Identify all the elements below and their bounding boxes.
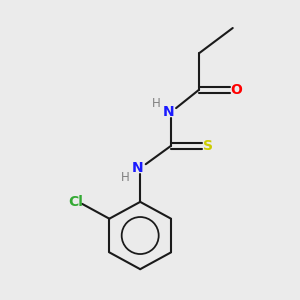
Text: N: N bbox=[132, 161, 144, 175]
Text: N: N bbox=[163, 105, 175, 119]
Text: H: H bbox=[152, 97, 161, 110]
Text: H: H bbox=[121, 171, 130, 184]
Text: O: O bbox=[230, 83, 242, 97]
Text: S: S bbox=[203, 139, 213, 153]
Text: Cl: Cl bbox=[68, 195, 83, 209]
